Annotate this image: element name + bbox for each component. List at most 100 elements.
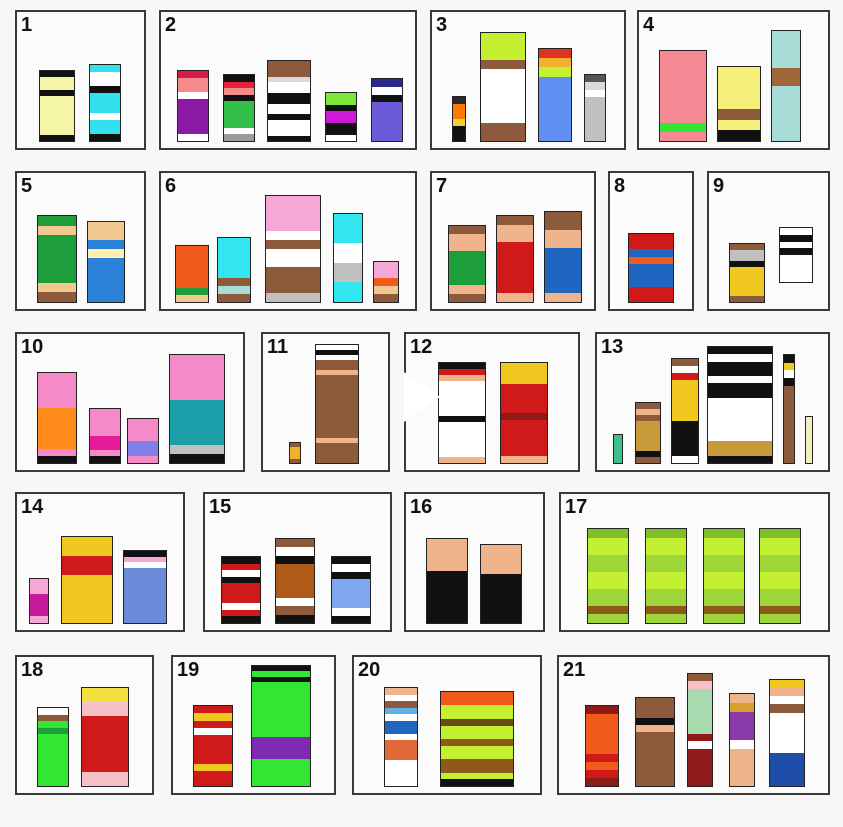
panel-20[interactable]: 20 bbox=[352, 655, 542, 795]
band bbox=[760, 554, 800, 572]
chromosome-bar[interactable] bbox=[635, 697, 675, 787]
band bbox=[266, 231, 320, 241]
chromosome-bar[interactable] bbox=[315, 344, 359, 464]
chromosome-bar[interactable] bbox=[217, 237, 251, 303]
chromosome-bar[interactable] bbox=[480, 32, 526, 142]
panel-4[interactable]: 4 bbox=[637, 10, 830, 150]
chromosome-bar[interactable] bbox=[671, 358, 699, 464]
panel-12[interactable]: 12 bbox=[404, 332, 580, 472]
chromosome-bar[interactable] bbox=[771, 30, 801, 142]
chromosome-bar[interactable] bbox=[426, 538, 468, 624]
panel-15[interactable]: 15 bbox=[203, 492, 392, 632]
chromosome-bar[interactable] bbox=[87, 221, 125, 303]
panel-17[interactable]: 17 bbox=[559, 492, 830, 632]
panel-9[interactable]: 9 bbox=[707, 171, 830, 311]
panel-7[interactable]: 7 bbox=[430, 171, 596, 311]
chromosome-bar[interactable] bbox=[61, 536, 113, 624]
chromosome-bar[interactable] bbox=[440, 691, 514, 787]
chromosome-bar[interactable] bbox=[496, 215, 534, 303]
chromosome-bar[interactable] bbox=[729, 243, 765, 303]
chromosome-bar[interactable] bbox=[373, 261, 399, 303]
chromosome-bar[interactable] bbox=[37, 372, 77, 464]
panel-6[interactable]: 6 bbox=[159, 171, 417, 311]
chromosome-bar[interactable] bbox=[628, 233, 674, 303]
panel-18[interactable]: 18 bbox=[15, 655, 154, 795]
chromosome-bar[interactable] bbox=[805, 416, 813, 464]
chromosome-bar[interactable] bbox=[635, 402, 661, 464]
chromosome-bar[interactable] bbox=[544, 211, 582, 303]
chromosome-bar[interactable] bbox=[89, 408, 121, 464]
chromosome-bar[interactable] bbox=[759, 528, 801, 624]
chromosome-bar[interactable] bbox=[221, 556, 261, 624]
chromosome-bar[interactable] bbox=[37, 707, 69, 787]
panel-5[interactable]: 5 bbox=[15, 171, 146, 311]
chromosome-bar[interactable] bbox=[438, 362, 486, 464]
band bbox=[224, 81, 254, 89]
chromosome-bar[interactable] bbox=[538, 48, 572, 142]
chromosome-bar[interactable] bbox=[729, 693, 755, 787]
chromosome-bar[interactable] bbox=[177, 70, 209, 142]
band bbox=[481, 545, 521, 575]
chromosome-bar[interactable] bbox=[265, 195, 321, 303]
chromosome-bar[interactable] bbox=[717, 66, 761, 142]
chromosome-bar[interactable] bbox=[687, 673, 713, 787]
chromosome-bar[interactable] bbox=[223, 74, 255, 142]
panel-11[interactable]: 11 bbox=[261, 332, 390, 472]
play-icon[interactable] bbox=[404, 372, 440, 422]
chromosome-bar[interactable] bbox=[371, 78, 403, 142]
panel-16[interactable]: 16 bbox=[404, 492, 545, 632]
band bbox=[770, 712, 804, 754]
chromosome-bar[interactable] bbox=[769, 679, 805, 787]
chromosome-bar[interactable] bbox=[384, 687, 418, 787]
band bbox=[268, 61, 310, 77]
chromosome-bar[interactable] bbox=[175, 245, 209, 303]
band bbox=[497, 224, 533, 242]
chromosome-bar[interactable] bbox=[89, 64, 121, 142]
chromosome-bar[interactable] bbox=[448, 225, 486, 303]
panel-13[interactable]: 13 bbox=[595, 332, 830, 472]
band bbox=[222, 563, 260, 571]
panel-2[interactable]: 2 bbox=[159, 10, 417, 150]
band bbox=[708, 441, 772, 456]
chromosome-bar[interactable] bbox=[81, 687, 129, 787]
chromosome-bar[interactable] bbox=[333, 213, 363, 303]
chromosome-bar[interactable] bbox=[39, 70, 75, 142]
chromosome-bar[interactable] bbox=[613, 434, 623, 464]
band bbox=[588, 554, 628, 572]
panel-21[interactable]: 21 bbox=[557, 655, 830, 795]
chromosome-bar[interactable] bbox=[275, 538, 315, 624]
chromosome-bar[interactable] bbox=[783, 354, 795, 464]
chromosome-bar[interactable] bbox=[331, 556, 371, 624]
band bbox=[252, 666, 310, 672]
panel-10[interactable]: 10 bbox=[15, 332, 245, 472]
panel-1[interactable]: 1 bbox=[15, 10, 146, 150]
chromosome-bar[interactable] bbox=[645, 528, 687, 624]
chromosome-bar[interactable] bbox=[585, 705, 619, 787]
panel-3[interactable]: 3 bbox=[430, 10, 626, 150]
chromosome-bar[interactable] bbox=[779, 227, 813, 283]
panel-19[interactable]: 19 bbox=[171, 655, 336, 795]
chromosome-bar[interactable] bbox=[480, 544, 522, 624]
chromosome-bar[interactable] bbox=[37, 215, 77, 303]
chromosome-bar[interactable] bbox=[169, 354, 225, 464]
chromosome-bar[interactable] bbox=[707, 346, 773, 464]
chromosome-bar[interactable] bbox=[289, 442, 301, 464]
chromosome-bar[interactable] bbox=[587, 528, 629, 624]
panel-8[interactable]: 8 bbox=[608, 171, 694, 311]
chromosome-bar[interactable] bbox=[123, 550, 167, 624]
chromosome-bar[interactable] bbox=[127, 418, 159, 464]
chromosome-bar[interactable] bbox=[659, 50, 707, 142]
band bbox=[439, 415, 485, 422]
chromosome-bar[interactable] bbox=[452, 96, 466, 142]
chromosome-bar[interactable] bbox=[193, 705, 233, 787]
chromosome-bar[interactable] bbox=[267, 60, 311, 142]
band bbox=[449, 285, 485, 294]
chromosome-bar[interactable] bbox=[29, 578, 49, 624]
band bbox=[629, 234, 673, 250]
chromosome-bar[interactable] bbox=[325, 92, 357, 142]
chromosome-bar[interactable] bbox=[251, 665, 311, 787]
chromosome-bar[interactable] bbox=[584, 74, 606, 142]
chromosome-bar[interactable] bbox=[500, 362, 548, 464]
panel-14[interactable]: 14 bbox=[15, 492, 185, 632]
chromosome-bar[interactable] bbox=[703, 528, 745, 624]
